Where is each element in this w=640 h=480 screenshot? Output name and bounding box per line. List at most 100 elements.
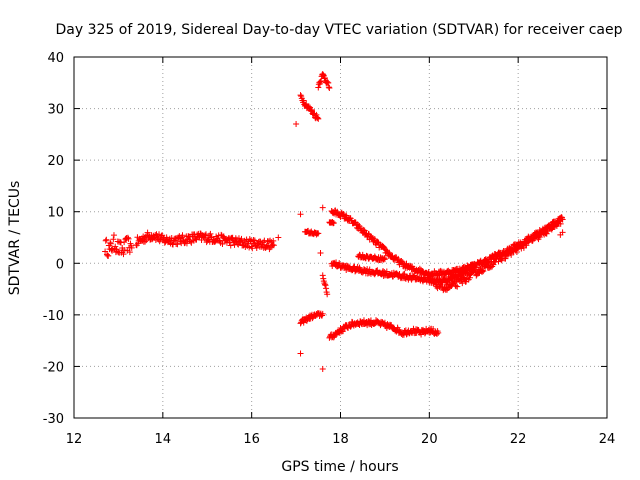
- data-point: [251, 237, 258, 244]
- grid: [74, 57, 607, 418]
- y-tick-label: -10: [43, 309, 64, 324]
- data-point: [435, 272, 442, 279]
- data-point: [531, 234, 538, 241]
- data-point: [330, 220, 337, 227]
- y-tick-label: 10: [47, 206, 64, 221]
- series-arc-i: [426, 214, 566, 294]
- data-point: [510, 241, 517, 248]
- data-point: [114, 248, 121, 255]
- data-point: [510, 247, 517, 254]
- data-point: [297, 350, 304, 357]
- y-axis-tick-labels: -30 -20 -10 0 10 20 30 40: [43, 51, 64, 427]
- x-axis-label: GPS time / hours: [281, 459, 398, 475]
- data-point: [541, 228, 548, 235]
- data-point: [429, 271, 436, 278]
- data-point: [333, 259, 340, 266]
- data-point: [482, 263, 489, 270]
- chart-title: Day 325 of 2019, Sidereal Day-to-day VTE…: [56, 22, 623, 38]
- data-point: [103, 251, 110, 258]
- data-point: [480, 268, 487, 275]
- y-tick-label: 0: [56, 257, 64, 272]
- data-point: [452, 283, 459, 290]
- data-point: [126, 249, 133, 256]
- data-point: [321, 74, 328, 81]
- data-point: [432, 277, 439, 284]
- data-point: [498, 253, 505, 260]
- data-point: [473, 271, 480, 278]
- data-point: [386, 249, 393, 256]
- series-arc-j: [497, 214, 566, 260]
- data-point: [559, 229, 566, 236]
- y-tick-label: 20: [47, 154, 64, 169]
- data-point: [383, 268, 390, 275]
- series-arc-k: [355, 251, 388, 264]
- data-point: [324, 78, 331, 85]
- data-point: [128, 244, 135, 251]
- x-tick-label: 12: [66, 432, 83, 447]
- data-point: [121, 239, 128, 246]
- series-arc-m: [326, 218, 337, 227]
- data-point: [324, 291, 331, 298]
- x-tick-label: 18: [332, 432, 349, 447]
- data-point: [381, 319, 388, 326]
- data-point: [314, 114, 321, 121]
- data-points: [102, 70, 566, 373]
- data-point: [317, 78, 324, 85]
- series-arc-l: [301, 227, 322, 238]
- series-arc-c: [297, 92, 322, 122]
- data-point: [120, 251, 127, 258]
- data-point: [439, 279, 446, 286]
- data-point: [475, 270, 482, 277]
- data-point: [418, 331, 425, 338]
- data-point: [174, 241, 181, 248]
- data-point: [300, 97, 307, 104]
- data-point: [293, 121, 300, 128]
- data-point: [381, 256, 388, 263]
- data-point: [142, 238, 149, 245]
- data-point: [270, 237, 277, 244]
- y-axis-label: SDTVAR / TECUs: [7, 181, 23, 296]
- x-tick-label: 22: [510, 432, 527, 447]
- x-tick-label: 24: [599, 432, 616, 447]
- data-point: [207, 230, 214, 237]
- data-point: [317, 249, 324, 256]
- data-point: [275, 234, 282, 241]
- data-point: [121, 247, 128, 254]
- data-point: [219, 241, 226, 248]
- data-point: [103, 236, 110, 243]
- data-point: [435, 282, 442, 289]
- data-point: [479, 267, 486, 274]
- data-point: [459, 280, 466, 287]
- data-point: [395, 255, 402, 262]
- series-isolated: [275, 121, 566, 373]
- data-point: [308, 106, 315, 113]
- data-point: [187, 238, 194, 245]
- data-point: [451, 278, 458, 285]
- data-point: [112, 243, 119, 250]
- data-point: [303, 100, 310, 107]
- data-point: [322, 282, 329, 289]
- data-point: [437, 283, 444, 290]
- data-point: [246, 244, 253, 251]
- data-point: [325, 84, 332, 91]
- data-point: [371, 236, 378, 243]
- data-point: [433, 331, 440, 338]
- data-point: [105, 252, 112, 259]
- data-point: [502, 255, 509, 262]
- data-point: [558, 215, 565, 222]
- data-point: [297, 92, 304, 99]
- series-arc-n: [319, 272, 331, 298]
- data-point: [315, 115, 322, 122]
- data-point: [270, 242, 277, 249]
- data-point: [110, 232, 117, 239]
- x-axis-tick-labels: 12 14 16 18 20 22 24: [66, 432, 616, 447]
- x-tick-label: 20: [421, 432, 438, 447]
- data-point: [374, 239, 381, 246]
- data-point: [470, 262, 477, 269]
- data-point: [437, 267, 444, 274]
- data-point: [326, 84, 333, 91]
- data-point: [330, 334, 337, 341]
- data-point: [340, 211, 347, 218]
- data-point: [238, 235, 245, 242]
